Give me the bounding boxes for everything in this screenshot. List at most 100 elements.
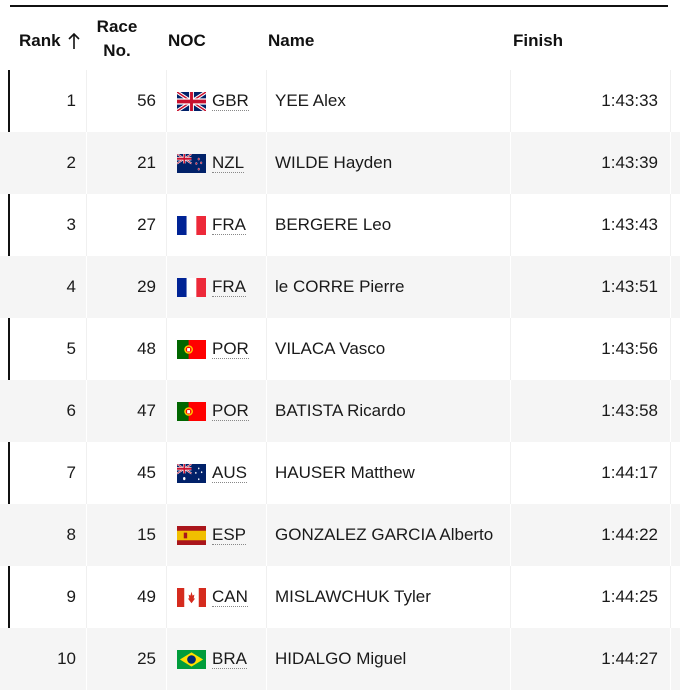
column-divider — [166, 566, 167, 628]
finish-time-cell: 1:43:58 — [601, 401, 658, 420]
column-divider — [670, 628, 671, 690]
column-divider — [166, 256, 167, 318]
noc-code[interactable]: FRA — [212, 214, 246, 235]
arrow-up-icon — [68, 32, 80, 49]
column-divider — [510, 318, 511, 380]
finish-time-cell: 1:44:27 — [601, 649, 658, 668]
column-divider — [670, 70, 671, 132]
column-divider — [670, 442, 671, 504]
noc-cell: POR — [166, 380, 266, 442]
finish-column-header[interactable]: Finish — [513, 31, 564, 50]
rank-cell: 9 — [66, 587, 76, 606]
column-divider — [266, 566, 267, 628]
table-row[interactable]: 10 25 BRA HIDALGO Miguel 1:44:27 — [0, 628, 680, 690]
column-divider — [86, 256, 87, 318]
column-divider — [86, 504, 87, 566]
aus-flag-icon — [176, 462, 206, 483]
column-divider — [670, 566, 671, 628]
table-row[interactable]: 8 15 ESP GONZALEZ GARCIA Alberto 1:44:22 — [0, 504, 680, 566]
table-row[interactable]: 1 56 GBR YEE Alex 1:43:33 — [0, 70, 680, 132]
athlete-name-cell[interactable]: BERGERE Leo — [275, 215, 392, 234]
row-left-border — [8, 566, 10, 628]
column-divider — [670, 256, 671, 318]
column-divider — [266, 504, 267, 566]
table-row[interactable]: 7 45 AUS HAUSER Matthew 1:44:17 — [0, 442, 680, 504]
finish-time-cell: 1:44:22 — [601, 525, 658, 544]
noc-code[interactable]: AUS — [212, 462, 247, 483]
rank-cell: 5 — [66, 339, 76, 358]
name-column-header[interactable]: Name — [268, 31, 315, 50]
nzl-flag-icon — [176, 152, 206, 173]
finish-time-cell: 1:44:17 — [601, 463, 658, 482]
noc-code[interactable]: POR — [212, 338, 249, 359]
row-left-border — [8, 194, 10, 256]
race-number-cell: 48 — [137, 339, 156, 358]
race-number-cell: 27 — [137, 215, 156, 234]
race-number-cell: 29 — [137, 277, 156, 296]
finish-time-cell: 1:43:56 — [601, 339, 658, 358]
noc-code[interactable]: FRA — [212, 276, 246, 297]
noc-cell: BRA — [166, 628, 266, 690]
por-flag-icon — [177, 401, 206, 421]
column-divider — [670, 194, 671, 256]
noc-code[interactable]: GBR — [212, 90, 249, 111]
column-divider — [86, 70, 87, 132]
athlete-name-cell[interactable]: GONZALEZ GARCIA Alberto — [275, 525, 494, 544]
column-divider — [266, 318, 267, 380]
table-row[interactable]: 5 48 POR VILACA Vasco 1:43:56 — [0, 318, 680, 380]
column-divider — [166, 380, 167, 442]
column-divider — [510, 70, 511, 132]
rank-cell: 2 — [66, 153, 76, 172]
column-divider — [266, 442, 267, 504]
column-divider — [510, 628, 511, 690]
column-divider — [166, 132, 167, 194]
column-divider — [670, 380, 671, 442]
noc-code[interactable]: BRA — [212, 648, 247, 669]
athlete-name-cell[interactable]: YEE Alex — [275, 91, 346, 110]
por-flag-icon — [177, 339, 206, 359]
column-divider — [86, 628, 87, 690]
row-left-border — [8, 442, 10, 504]
rank-column-header[interactable]: Rank — [19, 31, 81, 51]
column-divider — [86, 380, 87, 442]
noc-code[interactable]: POR — [212, 400, 249, 421]
noc-code[interactable]: ESP — [212, 524, 247, 545]
noc-column-header[interactable]: NOC — [168, 31, 206, 50]
table-row[interactable]: 9 49 CAN MISLAWCHUK Tyler 1:44:25 — [0, 566, 680, 628]
row-left-border — [8, 70, 10, 132]
noc-cell: POR — [166, 318, 266, 380]
noc-code[interactable]: NZL — [212, 152, 245, 173]
column-divider — [510, 504, 511, 566]
row-left-border — [8, 318, 10, 380]
table-row[interactable]: 6 47 POR BATISTA Ricardo 1:43:58 — [0, 380, 680, 442]
table-row[interactable]: 4 29 FRA le CORRE Pierre 1:43:51 — [0, 256, 680, 318]
finish-time-cell: 1:43:43 — [601, 215, 658, 234]
esp-flag-icon — [177, 525, 206, 545]
column-divider — [86, 194, 87, 256]
athlete-name-cell[interactable]: VILACA Vasco — [275, 339, 386, 358]
rank-cell: 3 — [66, 215, 76, 234]
race-number-cell: 56 — [137, 91, 156, 110]
column-divider — [670, 132, 671, 194]
column-divider — [86, 442, 87, 504]
athlete-name-cell[interactable]: HAUSER Matthew — [275, 463, 415, 482]
race-number-column-header[interactable]: Race No. — [92, 15, 142, 63]
table-row[interactable]: 3 27 FRA BERGERE Leo 1:43:43 — [0, 194, 680, 256]
athlete-name-cell[interactable]: HIDALGO Miguel — [275, 649, 407, 668]
athlete-name-cell[interactable]: MISLAWCHUK Tyler — [275, 587, 431, 606]
athlete-name-cell[interactable]: le CORRE Pierre — [275, 277, 405, 296]
column-divider — [266, 70, 267, 132]
noc-cell: CAN — [166, 566, 266, 628]
athlete-name-cell[interactable]: WILDE Hayden — [275, 153, 393, 172]
race-number-cell: 15 — [137, 525, 156, 544]
noc-code[interactable]: CAN — [212, 586, 248, 607]
athlete-name-cell[interactable]: BATISTA Ricardo — [275, 401, 406, 420]
column-divider — [166, 194, 167, 256]
column-divider — [510, 132, 511, 194]
race-number-cell: 47 — [137, 401, 156, 420]
table-row[interactable]: 2 21 NZL WILDE Hayden 1:43:39 — [0, 132, 680, 194]
finish-time-cell: 1:43:51 — [601, 277, 658, 296]
can-flag-icon — [177, 587, 206, 607]
table-header: Rank Race No. NOC Name Finish — [0, 7, 680, 70]
